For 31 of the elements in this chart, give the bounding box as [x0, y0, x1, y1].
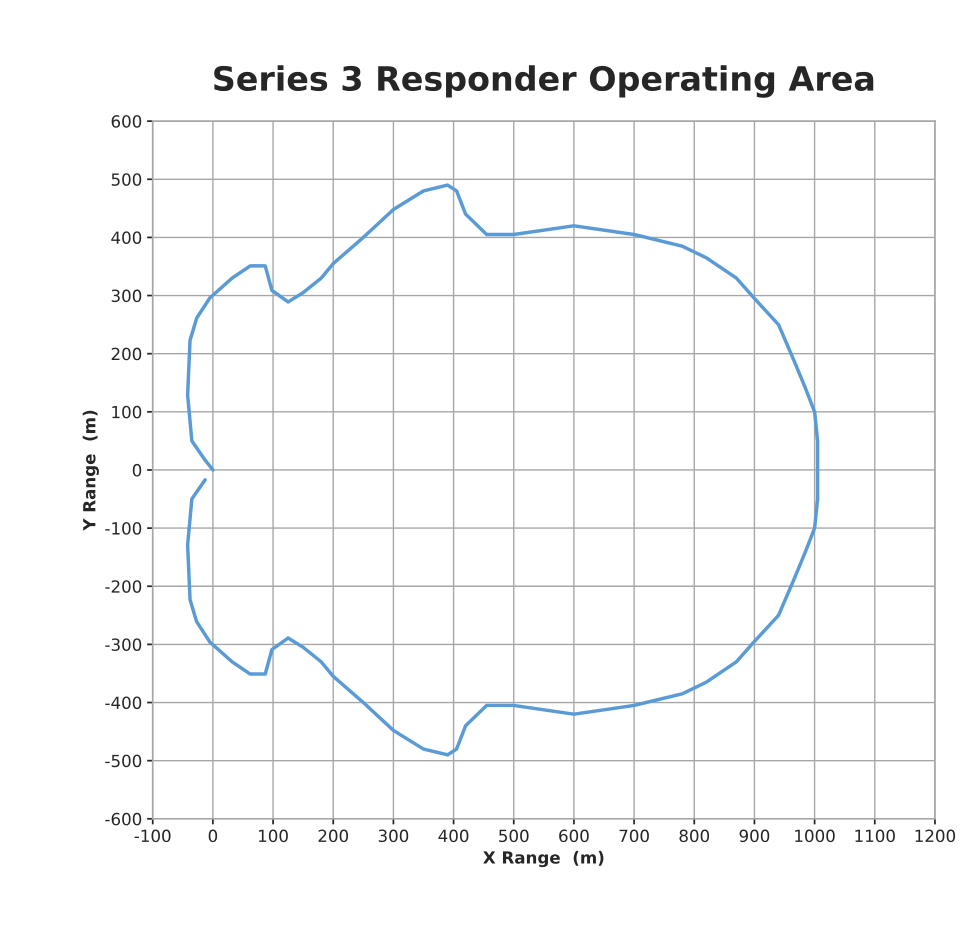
y-tick-label: -600 — [105, 812, 142, 826]
x-tick-label: 100 — [258, 830, 288, 842]
y-tick-label: 500 — [112, 173, 142, 186]
x-axis-title: X Range (m) — [483, 850, 604, 868]
chart-title: Series 3 Responder Operating Area — [214, 65, 874, 98]
x-tick-label: 600 — [559, 830, 589, 842]
y-tick-label: 200 — [112, 348, 142, 360]
x-tick-label: 500 — [499, 830, 529, 842]
y-tick-label: -300 — [105, 638, 142, 651]
x-tick-label: 1200 — [916, 830, 956, 842]
x-tick-label: 900 — [740, 830, 770, 842]
x-tick-label: 200 — [318, 830, 348, 842]
y-axis-title: Y Range (m) — [82, 410, 99, 531]
line-series — [186, 183, 820, 757]
y-tick-label: -100 — [105, 522, 142, 535]
y-tick-label: 600 — [112, 115, 142, 128]
y-tick-label: -500 — [105, 754, 142, 768]
x-tick-label: 0 — [208, 830, 218, 842]
x-tick-label: 1000 — [795, 830, 835, 842]
y-tick-label: -200 — [105, 580, 142, 593]
x-tick-label: 1100 — [855, 830, 895, 842]
y-tick-label: 100 — [112, 406, 142, 418]
y-tick-label: 300 — [112, 290, 142, 302]
x-tick-label: 300 — [378, 830, 408, 842]
y-tick-label: 400 — [111, 231, 142, 244]
x-tick-label: 700 — [620, 830, 649, 842]
y-tick-label: -400 — [105, 696, 142, 710]
x-tick-label: -100 — [134, 830, 171, 842]
y-tick-label: 0 — [132, 464, 142, 477]
x-tick-label: 800 — [679, 830, 710, 842]
x-tick-label: 400 — [438, 830, 468, 842]
